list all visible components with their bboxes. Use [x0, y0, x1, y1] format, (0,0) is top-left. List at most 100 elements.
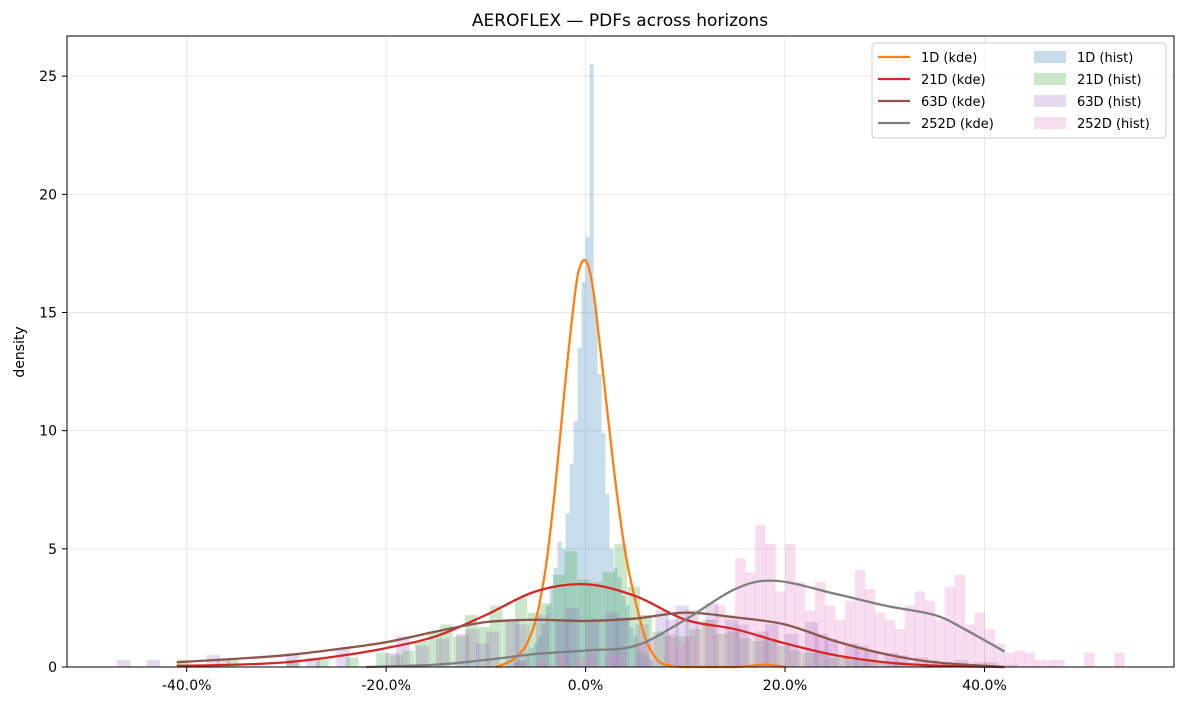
hist-bar	[1054, 659, 1065, 667]
hist-bar	[615, 617, 629, 667]
x-axis-ticks: -40.0% -20.0% 0.0% 20.0% 40.0%	[162, 667, 1007, 694]
hist-bar	[944, 586, 956, 667]
hist-bar	[714, 633, 727, 667]
x-tick-label: 0.0%	[568, 678, 604, 694]
hist-bar	[851, 659, 865, 667]
hist-bar	[549, 586, 554, 667]
hist-bar	[785, 544, 796, 667]
hist-bar	[633, 636, 638, 667]
legend-label-63d-hist: 63D (hist)	[1077, 95, 1142, 110]
plot-frame	[66, 35, 1175, 668]
hist-bar	[176, 659, 190, 667]
hist-bar	[805, 610, 816, 667]
hist-bar	[814, 581, 826, 667]
y-tick-label: 20	[39, 187, 57, 203]
hist-bar	[485, 631, 500, 667]
hist-bar	[635, 624, 649, 667]
hist-bar	[316, 659, 329, 667]
hist-bar	[605, 494, 610, 667]
hist-bar	[984, 629, 995, 667]
hist-bar	[216, 659, 231, 667]
hist-bar	[593, 305, 598, 667]
hist-bar	[614, 544, 627, 667]
hist-bar	[513, 662, 518, 667]
hist-bar	[515, 624, 530, 667]
hist-bar	[715, 605, 726, 667]
hist-bar	[775, 591, 786, 667]
hist-bar	[727, 631, 740, 667]
hist-bar	[555, 619, 570, 667]
hist-bar	[621, 596, 626, 667]
hist-bar	[914, 657, 929, 667]
hist-bar	[1004, 664, 1018, 667]
hist-bar	[795, 581, 806, 667]
hist-bar	[664, 636, 677, 667]
hist-bar	[1084, 652, 1095, 667]
legend-label-1d-hist: 1D (hist)	[1077, 51, 1133, 66]
hist-bar	[752, 641, 765, 667]
hist-bar	[436, 638, 450, 667]
hist-bar	[390, 655, 403, 667]
hist-bar	[645, 638, 656, 667]
hist-bar	[525, 655, 530, 667]
legend-box	[871, 42, 1167, 139]
hist-bar	[1004, 652, 1015, 667]
y-axis-ticks: 0 5 10 15 20 25	[39, 69, 67, 676]
hist-bar	[864, 650, 879, 667]
hist-bar	[306, 657, 320, 667]
hist-bar	[785, 633, 799, 667]
hist-bar	[894, 629, 906, 667]
hist-bar	[386, 652, 400, 667]
hist-bar	[974, 612, 986, 667]
hist-bar	[585, 652, 597, 667]
hist-bar	[585, 236, 590, 668]
legend-swatch-21d-hist	[1034, 73, 1066, 85]
hist-bar	[814, 633, 829, 667]
hist-bar	[765, 544, 776, 667]
x-tick-label: -20.0%	[361, 678, 411, 694]
hist-bar	[573, 421, 578, 667]
hist-bar	[565, 513, 570, 667]
hist-bar	[685, 636, 696, 667]
hist-bar	[515, 662, 527, 667]
hist-bar	[402, 650, 415, 667]
hist-bar	[705, 603, 719, 667]
hist-bar	[1044, 659, 1055, 667]
hist-63d-hist	[116, 603, 1018, 667]
y-axis-label: density	[12, 326, 28, 377]
hist-bar	[416, 645, 430, 667]
hist-bar	[464, 615, 478, 667]
hist-bar	[537, 636, 542, 667]
hist-bar	[286, 659, 299, 667]
hist-bar	[455, 633, 470, 667]
hist-bar	[764, 638, 777, 667]
y-tick-label: 5	[48, 542, 57, 558]
legend-label-1d-kde: 1D (kde)	[921, 51, 977, 66]
hist-bar	[146, 659, 161, 667]
hist-bar	[452, 636, 466, 667]
hist-bar	[984, 662, 998, 667]
chart-title: AEROFLEX — PDFs across horizons	[472, 11, 768, 31]
hist-1d-hist	[513, 64, 654, 668]
hist-bar	[735, 558, 746, 667]
hist-bar	[286, 652, 300, 667]
hist-bar	[597, 373, 602, 667]
hist-bar	[864, 589, 876, 667]
hist-bar	[336, 648, 350, 667]
hist-bar	[561, 548, 566, 667]
hist-bar	[415, 641, 428, 667]
hist-bar	[617, 577, 622, 667]
kde-line-252d-kde	[366, 579, 1006, 669]
hist-bar	[541, 624, 546, 667]
hist-bar	[924, 659, 939, 667]
legend-label-63d-kde: 63D (kde)	[921, 95, 986, 110]
hist-bar	[625, 605, 630, 667]
y-tick-label: 0	[48, 660, 57, 676]
legend-label-21d-hist: 21D (hist)	[1077, 73, 1142, 88]
hist-bar	[1024, 652, 1035, 667]
legend-swatch-63d-hist	[1034, 95, 1066, 107]
hist-bar	[601, 433, 606, 667]
hist-bar	[888, 662, 902, 667]
hist-bar	[844, 643, 859, 667]
hist-bar	[346, 657, 359, 667]
